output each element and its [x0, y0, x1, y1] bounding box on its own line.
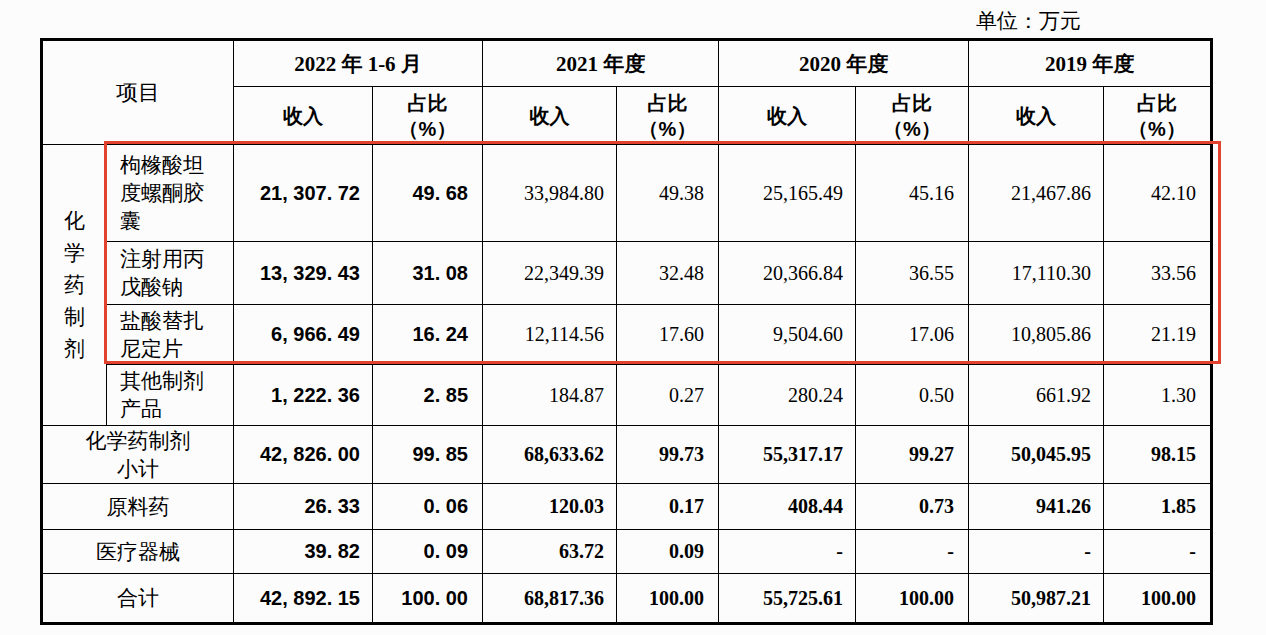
cell-revenue-2019: 17,110.30: [969, 242, 1104, 305]
cell-revenue-2021: 22,349.39: [483, 242, 617, 305]
cell-revenue-2022h1: 13, 329. 43: [234, 242, 373, 305]
cell-ratio-2020: 99.27: [856, 426, 969, 484]
cell-ratio-2022h1: 2. 85: [373, 365, 483, 426]
cell-ratio-2019: 1.30: [1104, 365, 1212, 426]
cell-revenue-2020: 9,504.60: [719, 305, 856, 365]
product-label: 枸橼酸坦 度螺酮胶 囊: [107, 145, 234, 242]
unit-label: 单位：万元: [976, 7, 1081, 35]
cell-revenue-2021: 63.72: [483, 530, 617, 574]
cell-revenue-2022h1: 1, 222. 36: [234, 365, 373, 426]
revenue-table: 项目 2022 年 1-6 月 2021 年度 2020 年度 2019 年度 …: [40, 38, 1213, 625]
cell-revenue-2019: -: [969, 530, 1104, 574]
header-row-periods: 项目 2022 年 1-6 月 2021 年度 2020 年度 2019 年度: [42, 40, 1212, 87]
cell-ratio-2022h1: 0. 06: [373, 484, 483, 530]
cell-revenue-2019: 50,987.21: [969, 574, 1104, 624]
cell-revenue-2020: 280.24: [719, 365, 856, 426]
cell-revenue-2021: 120.03: [483, 484, 617, 530]
cell-ratio-2019: 1.85: [1104, 484, 1212, 530]
cell-ratio-2022h1: 0. 09: [373, 530, 483, 574]
cell-revenue-2022h1: 26. 33: [234, 484, 373, 530]
cell-revenue-2019: 50,045.95: [969, 426, 1104, 484]
cell-revenue-2020: -: [719, 530, 856, 574]
cell-ratio-2019: 21.19: [1104, 305, 1212, 365]
cell-ratio-2019: -: [1104, 530, 1212, 574]
document-page: 单位：万元 项目 2022 年 1-6 月 2021 年度 2020 年度 20…: [0, 0, 1266, 635]
header-revenue-2019: 收入: [969, 87, 1104, 145]
header-ratio-2021: 占比 （%）: [617, 87, 719, 145]
cell-ratio-2021: 99.73: [617, 426, 719, 484]
row-total: 合计 42, 892. 15 100. 00 68,817.36 100.00 …: [42, 574, 1212, 624]
cell-ratio-2019: 98.15: [1104, 426, 1212, 484]
cell-revenue-2022h1: 42, 892. 15: [234, 574, 373, 624]
cell-ratio-2020: -: [856, 530, 969, 574]
cell-ratio-2020: 100.00: [856, 574, 969, 624]
header-item: 项目: [42, 40, 234, 145]
cell-ratio-2020: 36.55: [856, 242, 969, 305]
header-period-2019: 2019 年度: [969, 40, 1212, 87]
category-chemical-preparations-label: 化 学 药 制 剂: [42, 145, 107, 426]
cell-ratio-2021: 0.27: [617, 365, 719, 426]
cell-revenue-2019: 661.92: [969, 365, 1104, 426]
cell-revenue-2022h1: 6, 966. 49: [234, 305, 373, 365]
cell-revenue-2020: 408.44: [719, 484, 856, 530]
row-other-preparation-products: 其他制剂 产品 1, 222. 36 2. 85 184.87 0.27 280…: [42, 365, 1212, 426]
row-medical-devices: 医疗器械 39. 82 0. 09 63.72 0.09 - - - -: [42, 530, 1212, 574]
subtotal-label: 化学药制剂 小计: [42, 426, 234, 484]
cell-ratio-2021: 100.00: [617, 574, 719, 624]
medical-devices-label: 医疗器械: [42, 530, 234, 574]
cell-revenue-2021: 68,633.62: [483, 426, 617, 484]
cell-ratio-2020: 0.73: [856, 484, 969, 530]
cell-ratio-2021: 0.09: [617, 530, 719, 574]
cell-revenue-2019: 10,805.86: [969, 305, 1104, 365]
cell-revenue-2021: 68,817.36: [483, 574, 617, 624]
header-revenue-2021: 收入: [483, 87, 617, 145]
cell-revenue-2020: 55,725.61: [719, 574, 856, 624]
cell-revenue-2020: 20,366.84: [719, 242, 856, 305]
cell-ratio-2022h1: 31. 08: [373, 242, 483, 305]
cell-ratio-2019: 42.10: [1104, 145, 1212, 242]
cell-ratio-2021: 32.48: [617, 242, 719, 305]
cell-ratio-2020: 45.16: [856, 145, 969, 242]
cell-ratio-2021: 49.38: [617, 145, 719, 242]
cell-revenue-2020: 55,317.17: [719, 426, 856, 484]
cell-ratio-2021: 17.60: [617, 305, 719, 365]
product-label: 其他制剂 产品: [107, 365, 234, 426]
cell-ratio-2019: 100.00: [1104, 574, 1212, 624]
row-chemical-preparations-subtotal: 化学药制剂 小计 42, 826. 00 99. 85 68,633.62 99…: [42, 426, 1212, 484]
cell-ratio-2020: 0.50: [856, 365, 969, 426]
total-label: 合计: [42, 574, 234, 624]
cell-revenue-2021: 33,984.80: [483, 145, 617, 242]
api-label: 原料药: [42, 484, 234, 530]
cell-ratio-2022h1: 49. 68: [373, 145, 483, 242]
header-ratio-2019: 占比 （%）: [1104, 87, 1212, 145]
cell-revenue-2019: 21,467.86: [969, 145, 1104, 242]
row-tandospirone-citrate-capsules: 化 学 药 制 剂 枸橼酸坦 度螺酮胶 囊 21, 307. 72 49. 68…: [42, 145, 1212, 242]
cell-ratio-2022h1: 99. 85: [373, 426, 483, 484]
header-revenue-2020: 收入: [719, 87, 856, 145]
cell-ratio-2020: 17.06: [856, 305, 969, 365]
product-label: 注射用丙 戊酸钠: [107, 242, 234, 305]
header-ratio-2020: 占比 （%）: [856, 87, 969, 145]
cell-ratio-2019: 33.56: [1104, 242, 1212, 305]
product-label: 盐酸替扎 尼定片: [107, 305, 234, 365]
row-api: 原料药 26. 33 0. 06 120.03 0.17 408.44 0.73…: [42, 484, 1212, 530]
cell-revenue-2022h1: 42, 826. 00: [234, 426, 373, 484]
header-revenue-2022h1: 收入: [234, 87, 373, 145]
cell-ratio-2022h1: 100. 00: [373, 574, 483, 624]
cell-revenue-2022h1: 39. 82: [234, 530, 373, 574]
row-sodium-valproate-injection: 注射用丙 戊酸钠 13, 329. 43 31. 08 22,349.39 32…: [42, 242, 1212, 305]
header-ratio-2022h1: 占比 （%）: [373, 87, 483, 145]
cell-revenue-2021: 184.87: [483, 365, 617, 426]
cell-revenue-2022h1: 21, 307. 72: [234, 145, 373, 242]
header-period-2022h1: 2022 年 1-6 月: [234, 40, 483, 87]
cell-ratio-2022h1: 16. 24: [373, 305, 483, 365]
header-period-2020: 2020 年度: [719, 40, 969, 87]
cell-revenue-2020: 25,165.49: [719, 145, 856, 242]
cell-revenue-2021: 12,114.56: [483, 305, 617, 365]
cell-revenue-2019: 941.26: [969, 484, 1104, 530]
cell-ratio-2021: 0.17: [617, 484, 719, 530]
header-period-2021: 2021 年度: [483, 40, 719, 87]
row-tizanidine-hydrochloride-tablets: 盐酸替扎 尼定片 6, 966. 49 16. 24 12,114.56 17.…: [42, 305, 1212, 365]
